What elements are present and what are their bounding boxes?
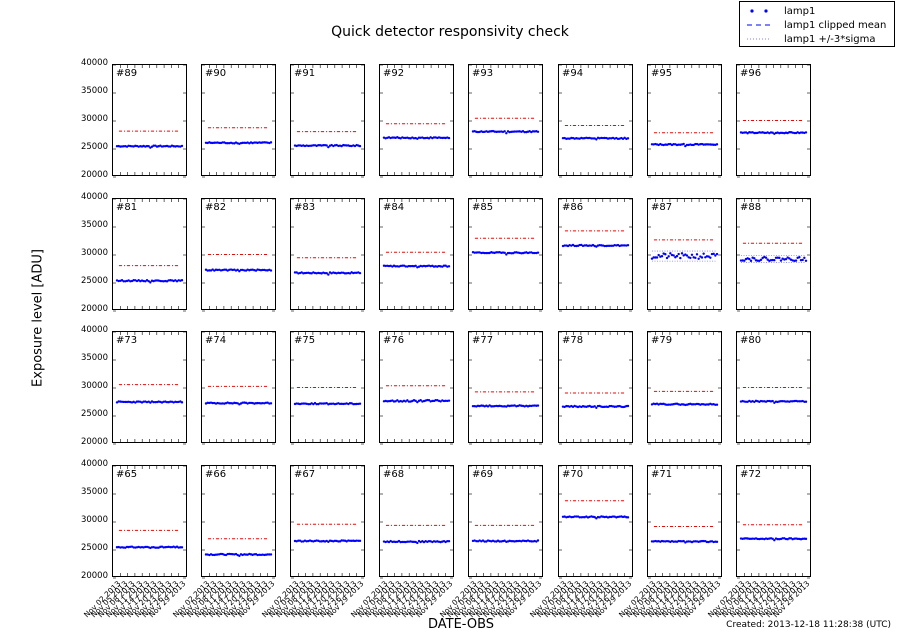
- panel-label: #68: [383, 469, 405, 480]
- detector-panel: #69: [468, 465, 543, 579]
- y-tick-label: 30000: [80, 248, 108, 258]
- panel-label: #85: [472, 202, 494, 213]
- panel-label: #80: [740, 335, 762, 346]
- detector-panel: #67: [290, 465, 365, 579]
- legend: lamp1 lamp1 clipped mean lamp1 +/-3*sigm…: [739, 1, 895, 47]
- detector-panel: #89: [112, 64, 187, 178]
- panel-label: #89: [116, 68, 138, 79]
- detector-panel: #76: [379, 331, 454, 445]
- panel-label: #82: [205, 202, 227, 213]
- y-tick-label: 40000: [80, 192, 108, 202]
- y-tick-label: 20000: [80, 571, 108, 581]
- y-tick-label: 25000: [80, 142, 108, 152]
- panel-label: #76: [383, 335, 405, 346]
- detector-panel: #70: [558, 465, 633, 579]
- detector-panel: #90: [201, 64, 276, 178]
- detector-panel: #83: [290, 198, 365, 312]
- panel-label: #92: [383, 68, 405, 79]
- blue-dot-marker-icon: [744, 4, 774, 18]
- y-tick-label: 40000: [80, 459, 108, 469]
- detector-panel: #88: [736, 198, 811, 312]
- y-tick-label: 30000: [80, 515, 108, 525]
- y-tick-label: 35000: [80, 86, 108, 96]
- panel-label: #78: [562, 335, 584, 346]
- panel-label: #71: [651, 469, 673, 480]
- detector-panel: #94: [558, 64, 633, 178]
- detector-panel: #82: [201, 198, 276, 312]
- detector-panel: #66: [201, 465, 276, 579]
- y-tick-label: 40000: [80, 58, 108, 68]
- detector-panel: #78: [558, 331, 633, 445]
- dotted-line-icon: [744, 32, 774, 46]
- detector-panel: #74: [201, 331, 276, 445]
- panel-label: #66: [205, 469, 227, 480]
- chart-title: Quick detector responsivity check: [331, 24, 569, 40]
- detector-panel: #92: [379, 64, 454, 178]
- panel-label: #77: [472, 335, 494, 346]
- detector-panel: #84: [379, 198, 454, 312]
- detector-panel: #73: [112, 331, 187, 445]
- panel-label: #74: [205, 335, 227, 346]
- panel-label: #95: [651, 68, 673, 79]
- legend-entry-sigma: lamp1 +/-3*sigma: [740, 32, 875, 46]
- detector-panel: #86: [558, 198, 633, 312]
- detector-panel: #80: [736, 331, 811, 445]
- panel-label: #84: [383, 202, 405, 213]
- detector-panel: #96: [736, 64, 811, 178]
- detector-panel: #77: [468, 331, 543, 445]
- created-timestamp: Created: 2013-12-18 11:28:38 (UTC): [726, 620, 891, 630]
- panel-label: #87: [651, 202, 673, 213]
- y-tick-label: 30000: [80, 114, 108, 124]
- y-tick-label: 25000: [80, 543, 108, 553]
- y-tick-label: 40000: [80, 325, 108, 335]
- panel-label: #72: [740, 469, 762, 480]
- panel-label: #81: [116, 202, 138, 213]
- panel-label: #96: [740, 68, 762, 79]
- detector-panel: #93: [468, 64, 543, 178]
- panel-label: #69: [472, 469, 494, 480]
- detector-panel: #91: [290, 64, 365, 178]
- dashed-line-icon: [744, 18, 774, 32]
- panel-label: #67: [294, 469, 316, 480]
- detector-panel: #95: [647, 64, 722, 178]
- y-axis-label: Exposure level [ADU]: [30, 249, 46, 387]
- detector-panel: #68: [379, 465, 454, 579]
- panel-label: #93: [472, 68, 494, 79]
- panel-label: #88: [740, 202, 762, 213]
- detector-panel: #75: [290, 331, 365, 445]
- detector-panel: #72: [736, 465, 811, 579]
- y-tick-label: 25000: [80, 409, 108, 419]
- detector-panel: #81: [112, 198, 187, 312]
- detector-panel: #87: [647, 198, 722, 312]
- panel-label: #79: [651, 335, 673, 346]
- panel-label: #73: [116, 335, 138, 346]
- panel-label: #65: [116, 469, 138, 480]
- y-tick-label: 35000: [80, 487, 108, 497]
- y-tick-label: 25000: [80, 276, 108, 286]
- y-tick-label: 20000: [80, 170, 108, 180]
- panel-label: #94: [562, 68, 584, 79]
- x-axis-label: DATE-OBS: [427, 617, 495, 632]
- y-tick-label: 20000: [80, 304, 108, 314]
- panel-label: #83: [294, 202, 316, 213]
- detector-panel: #85: [468, 198, 543, 312]
- panel-label: #90: [205, 68, 227, 79]
- y-tick-label: 35000: [80, 353, 108, 363]
- panel-label: #86: [562, 202, 584, 213]
- panel-label: #70: [562, 469, 584, 480]
- legend-entry-lamp1: lamp1: [740, 4, 815, 18]
- legend-entry-clipped-mean: lamp1 clipped mean: [740, 18, 886, 32]
- y-tick-label: 20000: [80, 437, 108, 447]
- y-tick-label: 35000: [80, 220, 108, 230]
- panel-label: #91: [294, 68, 316, 79]
- panel-label: #75: [294, 335, 316, 346]
- detector-panel: #71: [647, 465, 722, 579]
- detector-panel: #79: [647, 331, 722, 445]
- detector-panel: #65: [112, 465, 187, 579]
- y-tick-label: 30000: [80, 381, 108, 391]
